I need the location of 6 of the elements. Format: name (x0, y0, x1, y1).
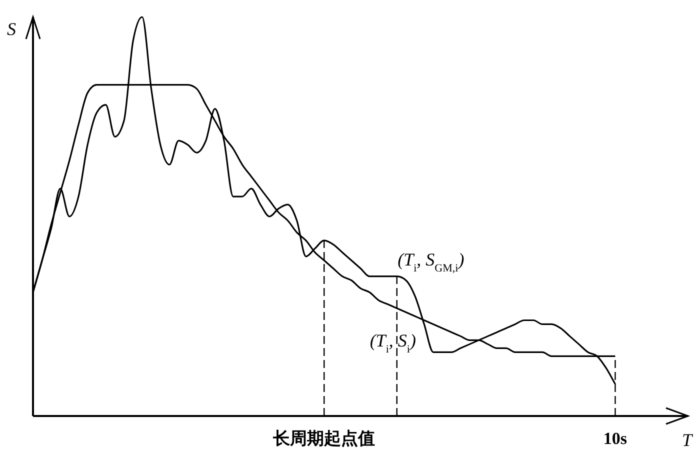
x-axis-title: T (682, 430, 694, 450)
x-tick-label: 长周期起点值 (272, 429, 376, 448)
x-tick-label: 10s (603, 429, 628, 448)
y-axis-title: S (7, 19, 16, 39)
annotation: (T$_{i}$, S$_{i}$) (370, 330, 416, 356)
annotation: (T$_{i}$, S$_{GM,i}$) (398, 249, 464, 274)
